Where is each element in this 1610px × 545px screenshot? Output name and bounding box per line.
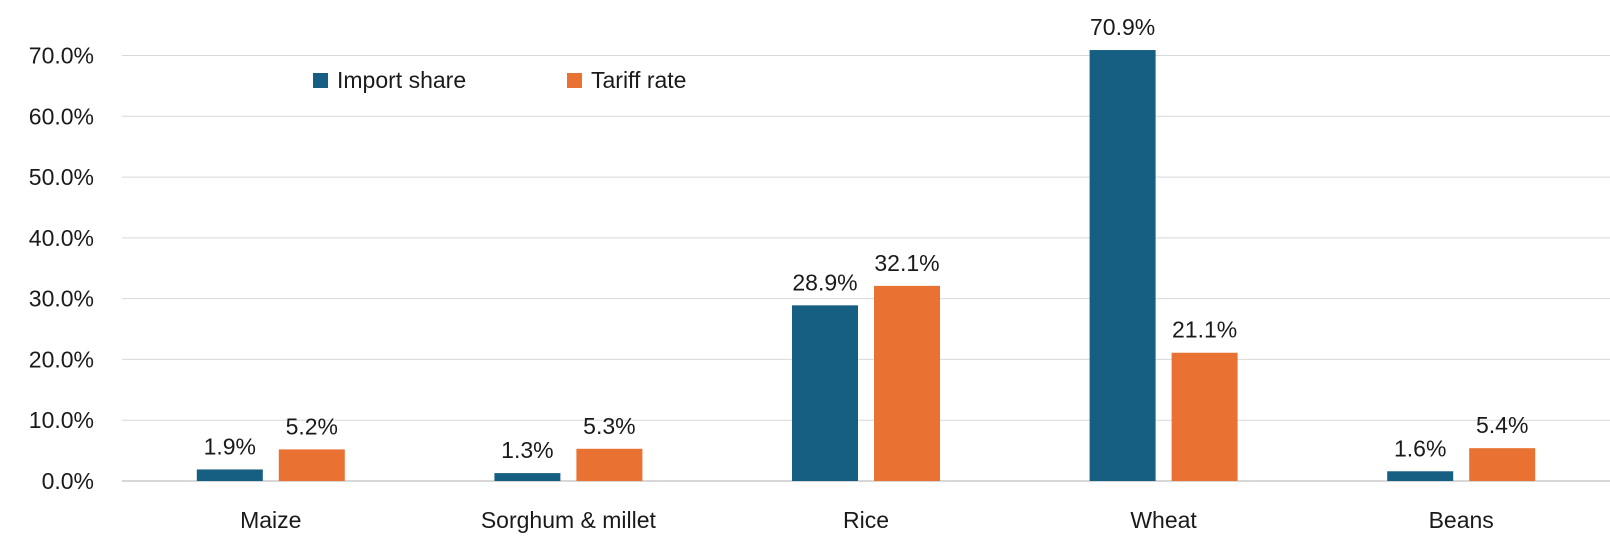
x-category-label: Maize	[240, 507, 301, 533]
y-tick-label: 70.0%	[29, 43, 94, 69]
bar	[278, 449, 345, 481]
y-tick-label: 10.0%	[29, 407, 94, 433]
data-labels: 1.9% 5.2% 1.3% 5.3% 28.9% 32.1% 70.9% 21.1% 1.6%…	[204, 14, 1529, 463]
bars	[196, 50, 1536, 481]
y-tick-label: 40.0%	[29, 225, 94, 251]
bar	[1469, 448, 1536, 481]
grid-lines	[122, 55, 1610, 482]
bar	[874, 285, 940, 481]
legend-label: Import share	[337, 67, 466, 93]
data-label: 21.1%	[1172, 317, 1237, 343]
bar	[1089, 50, 1156, 481]
y-tick-label: 20.0%	[29, 346, 94, 372]
data-label: 1.3%	[501, 437, 553, 463]
bar	[1171, 352, 1238, 481]
data-label: 70.9%	[1090, 14, 1155, 40]
x-category-label: Beans	[1429, 507, 1494, 533]
data-label: 5.2%	[286, 413, 338, 439]
bar	[576, 448, 643, 481]
y-tick-label: 50.0%	[29, 164, 94, 190]
legend-swatch	[567, 73, 582, 88]
data-label: 32.1%	[874, 250, 939, 276]
bar	[792, 305, 858, 481]
y-tick-label: 30.0%	[29, 286, 94, 312]
data-label: 5.4%	[1476, 412, 1528, 438]
bar	[494, 473, 561, 481]
y-tick-label: 0.0%	[42, 468, 94, 494]
legend: Import share Tariff rate	[313, 67, 686, 93]
data-label: 1.9%	[204, 433, 256, 459]
bar	[1387, 471, 1454, 481]
x-category-label: Wheat	[1130, 507, 1197, 533]
data-label: 5.3%	[583, 413, 635, 439]
data-label: 28.9%	[792, 269, 857, 295]
legend-label: Tariff rate	[591, 67, 686, 93]
bar	[196, 469, 263, 481]
data-label: 1.6%	[1394, 435, 1446, 461]
y-tick-label: 60.0%	[29, 103, 94, 129]
x-category-label: Rice	[843, 507, 889, 533]
y-axis-ticks: 0.0% 10.0% 20.0% 30.0% 40.0% 50.0% 60.0% 70.0%	[29, 43, 94, 495]
x-axis-categories: Maize Sorghum & millet Rice Wheat Beans	[240, 507, 1494, 533]
x-category-label: Sorghum & millet	[481, 507, 657, 533]
legend-swatch	[313, 73, 328, 88]
